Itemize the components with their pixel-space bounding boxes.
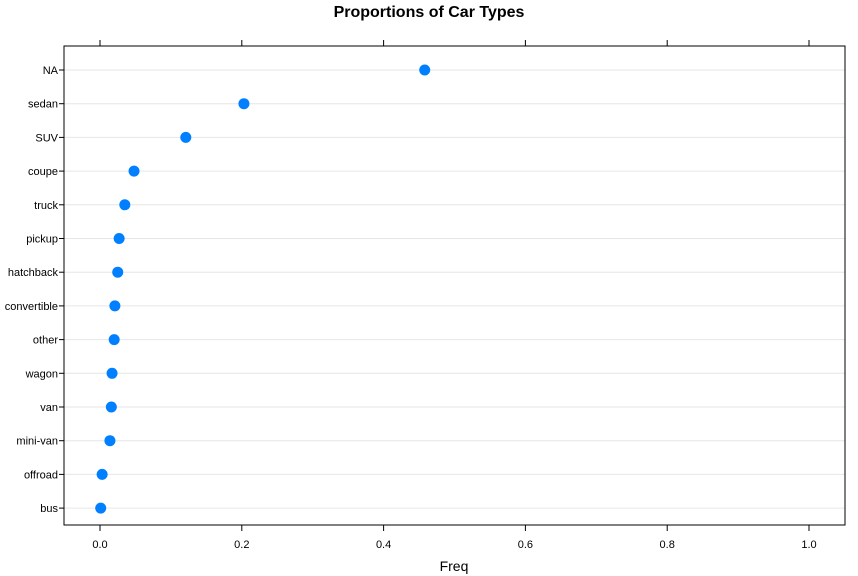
y-tick-label: SUV [35,132,58,144]
gridlines [64,69,845,509]
x-axis: 0.0 0.2 0.4 0.6 0.8 1.0 [92,40,817,551]
plot-frame [63,45,846,526]
data-point [104,435,116,447]
y-tick-label: bus [40,503,58,515]
chart-title: Proportions of Car Types [334,4,525,21]
x-tick-label: 0.0 [92,539,107,551]
x-tick-label: 1.0 [801,539,816,551]
data-point [419,64,431,76]
y-tick-label: other [33,335,58,347]
data-point [180,131,192,143]
data-point [106,367,118,379]
y-tick-label: NA [43,65,59,77]
y-axis: NA sedan SUV coupe truck pickup hatchback conve… [5,65,64,515]
x-tick-label: 0.4 [376,539,391,551]
x-tick-label: 0.6 [518,539,533,551]
data-point [109,300,121,312]
y-tick-label: mini-van [16,436,58,448]
data-point [105,401,117,413]
data-points [95,64,431,514]
data-point [128,165,140,177]
x-tick-label: 0.2 [234,539,249,551]
y-tick-label: convertible [5,301,58,313]
data-point [119,199,131,211]
y-tick-label: wagon [25,368,58,380]
y-tick-label: sedan [28,99,58,111]
y-tick-label: hatchback [8,267,59,279]
x-axis-label: Freq [440,558,469,574]
y-tick-label: coupe [28,166,58,178]
y-tick-label: offroad [24,469,58,481]
y-tick-label: truck [34,200,58,212]
y-tick-label: van [40,402,58,414]
data-point [113,233,125,244]
data-point [96,468,108,480]
y-tick-label: pickup [26,234,58,246]
x-tick-label: 0.8 [660,539,675,551]
data-point [112,266,124,278]
data-point [95,502,107,514]
data-point [108,334,120,346]
data-point [238,98,250,110]
